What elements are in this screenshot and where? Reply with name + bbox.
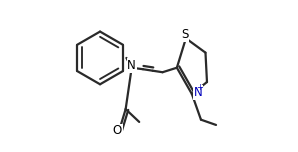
Text: N: N [193,86,202,99]
Text: N: N [127,59,136,72]
Text: S: S [181,28,189,41]
Text: +: + [196,83,203,92]
Text: O: O [113,124,122,137]
